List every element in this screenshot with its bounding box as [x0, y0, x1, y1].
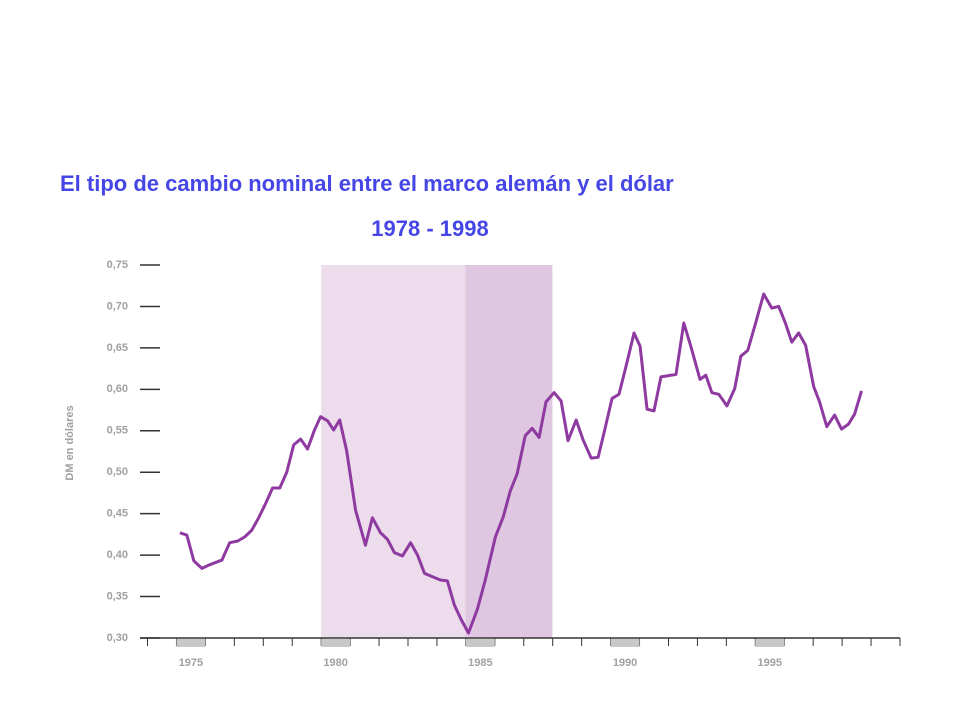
highlight-band [465, 265, 553, 638]
x-tick-label: 1990 [613, 657, 637, 669]
highlight-band [321, 265, 466, 638]
x-tick [176, 639, 206, 647]
y-axis-label: DM en dólares [64, 405, 76, 480]
y-tick-label: 0,35 [107, 590, 128, 602]
y-tick-label: 0,40 [107, 549, 128, 561]
x-tick [321, 639, 351, 647]
y-tick-label: 0,30 [107, 632, 128, 644]
data-line [179, 292, 863, 635]
y-tick-label: 0,60 [107, 383, 128, 395]
x-tick [610, 639, 640, 647]
y-tick-label: 0,70 [107, 300, 128, 312]
y-tick-label: 0,75 [107, 259, 128, 271]
chart-subtitle: 1978 - 1998 [371, 216, 488, 241]
chart-title: El tipo de cambio nominal entre el marco… [60, 171, 674, 196]
y-tick-label: 0,65 [107, 342, 128, 354]
x-tick-label: 1985 [468, 657, 492, 669]
x-tick [755, 639, 785, 647]
y-tick-label: 0,55 [107, 425, 128, 437]
x-tick-label: 1975 [179, 657, 203, 669]
x-tick-label: 1980 [323, 657, 347, 669]
y-tick-label: 0,45 [107, 508, 128, 520]
y-tick-label: 0,50 [107, 466, 128, 478]
x-tick-label: 1995 [758, 657, 782, 669]
x-tick [465, 639, 495, 647]
